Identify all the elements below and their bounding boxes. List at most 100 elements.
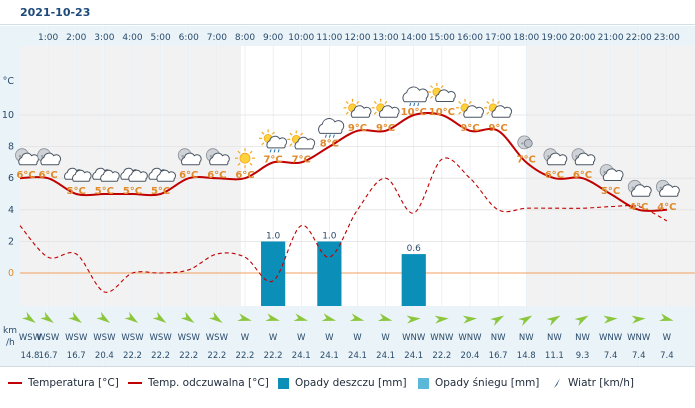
cloudy-icon <box>92 167 120 182</box>
wind-speed-label: 22.2 <box>123 351 142 361</box>
wind-speed-label: 7.4 <box>632 351 646 361</box>
sun-cloud-icon <box>427 83 456 102</box>
cloud-shape <box>435 89 456 102</box>
wind-arrow-icon <box>265 313 280 322</box>
moon-crater <box>209 155 213 158</box>
sun-cloud-icon <box>371 98 400 118</box>
wind-arrow-icon <box>40 311 54 324</box>
temperature-label: 8°C <box>320 139 339 150</box>
wind-arrow-icon <box>96 311 111 324</box>
rain-cloud-icon <box>402 86 429 107</box>
hour-label: 4:00 <box>122 33 142 43</box>
wind-arrow-shape <box>180 311 195 324</box>
cloud-shape <box>318 118 345 134</box>
sun-icon <box>235 148 255 169</box>
wind-arrow-shape <box>603 315 618 324</box>
legend-feels-like-label: Temp. odczuwalna [°C] <box>148 377 269 389</box>
rain-bar <box>401 254 426 306</box>
plot-area-day <box>241 46 527 306</box>
legend-wind: Wiatr [km/h] <box>552 377 634 389</box>
wind-arrow-shape <box>124 311 139 324</box>
sun-ray <box>384 101 388 104</box>
cloud-shape <box>294 136 316 150</box>
rain-value-label: 1.0 <box>266 232 281 242</box>
moon-cloud-icon <box>571 148 596 166</box>
feels-like-swatch <box>128 382 142 384</box>
wind-unit-label: /h <box>6 338 15 348</box>
wind-arrow-shape <box>21 311 36 324</box>
wind-arrow-shape <box>265 313 280 322</box>
wind-arrow-shape <box>349 313 365 322</box>
sun-ray <box>289 132 293 136</box>
wind-speed-label: 24.1 <box>348 351 367 361</box>
legend-snow: Opady śniegu [mm] <box>418 377 539 389</box>
cloud-shape <box>463 105 484 118</box>
wind-direction-label: WNW <box>458 333 482 343</box>
wind-speed-label: 20.4 <box>95 351 114 361</box>
wind-arrow-shape <box>377 313 393 322</box>
wind-arrow-icon <box>180 311 195 324</box>
sun-ray <box>345 111 349 115</box>
wind-direction-label: WSW <box>19 333 42 343</box>
y-axis-panel <box>0 26 20 366</box>
chart-bottom-border <box>0 366 695 367</box>
wind-arrow-icon <box>293 313 309 322</box>
wind-direction-label: WNW <box>430 333 454 343</box>
wind-arrow-icon <box>434 315 449 324</box>
y-tick-label: 10 <box>2 110 14 121</box>
hour-label: 6:00 <box>179 33 199 43</box>
wind-direction-label: WNW <box>599 333 623 343</box>
wind-arrow-shape <box>237 313 252 322</box>
cloud-shape <box>491 105 513 118</box>
legend-rain-label: Opady deszczu [mm] <box>295 377 407 389</box>
hour-label: 8:00 <box>235 33 255 43</box>
hour-label: 17:00 <box>485 33 511 43</box>
sun-ray <box>458 101 462 104</box>
wind-arrow-icon <box>208 311 223 324</box>
moon-crater <box>603 170 606 174</box>
sun-ray <box>430 85 434 89</box>
hour-label: 20:00 <box>570 33 596 43</box>
feels-like-line <box>19 157 668 293</box>
wind-arrow-icon <box>490 315 505 326</box>
hour-label: 19:00 <box>541 33 567 43</box>
wind-direction-label: W <box>353 333 362 343</box>
wind-arrow-shape <box>96 311 111 324</box>
hour-label: 18:00 <box>513 33 539 43</box>
cloud-shape <box>602 168 624 181</box>
wind-arrow-shape <box>574 315 589 326</box>
wind-direction-label: WSW <box>206 333 229 343</box>
temperature-line <box>19 112 667 212</box>
moon-crater <box>18 155 22 158</box>
temperature-label: 5°C <box>123 186 142 197</box>
temperature-label: 6°C <box>207 170 226 181</box>
temperature-label: 5°C <box>151 186 170 197</box>
temperature-label: 6°C <box>573 170 592 181</box>
cloud-shape <box>209 152 230 166</box>
moon-cloud-icon <box>599 164 624 181</box>
y-tick-label: 4 <box>8 205 14 216</box>
temperature-label: 9°C <box>460 123 479 134</box>
wind-arrow-shape <box>631 315 646 324</box>
hour-label: 12:00 <box>345 33 371 43</box>
sun-ray <box>345 101 349 104</box>
rain-drop <box>417 102 420 107</box>
wind-arrow-shape <box>546 315 561 326</box>
wind-arrow-icon <box>152 311 167 324</box>
wind-arrow-shape <box>208 311 223 324</box>
weather-chart: 1:00 2:00 3:00 4:00 5:00 6:00 7:00 8:00 9:00 10:0… <box>0 24 695 367</box>
wind-speed-label: 9.3 <box>576 351 590 361</box>
temperature-label: 5°C <box>95 186 114 197</box>
rain-swatch <box>278 377 289 389</box>
wind-arrow-shape <box>518 315 533 326</box>
wind-arrow-icon <box>21 311 36 324</box>
sun-ray <box>486 111 490 115</box>
legend-temperature: Temperatura [°C] <box>8 377 119 389</box>
moon-cloud-icon <box>177 148 202 166</box>
wind-arrow-icon <box>462 315 477 324</box>
temperature-label: 10°C <box>401 107 427 118</box>
temperature-label: 6°C <box>235 170 254 181</box>
wind-arrow-icon <box>518 315 533 326</box>
wind-speed-label: 24.1 <box>320 351 339 361</box>
sun-ray <box>237 150 241 154</box>
